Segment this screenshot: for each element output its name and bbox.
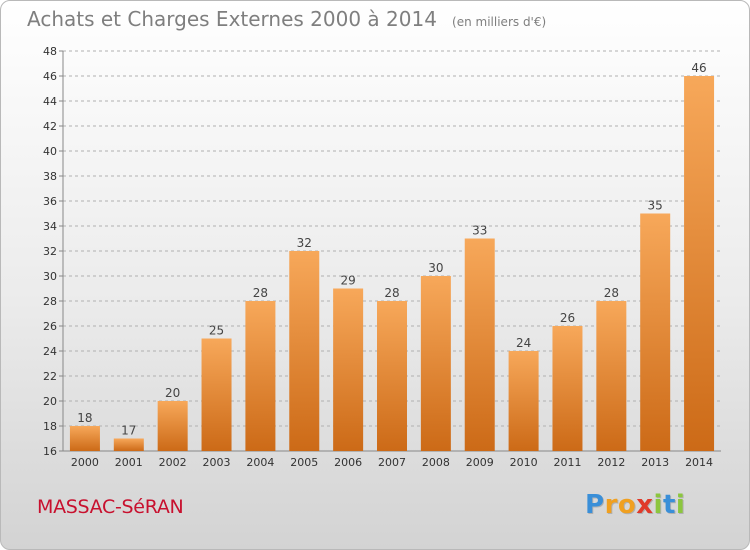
data-label: 30 xyxy=(428,261,443,275)
bar xyxy=(157,401,188,451)
x-tick-label: 2007 xyxy=(378,456,406,469)
bar xyxy=(201,338,232,451)
data-label: 33 xyxy=(472,224,487,238)
x-tick-label: 2001 xyxy=(115,456,143,469)
bar xyxy=(377,301,407,451)
bar xyxy=(289,251,320,451)
x-tick-label: 2012 xyxy=(597,456,625,469)
data-label: 20 xyxy=(165,386,180,400)
x-tick-label: 2005 xyxy=(290,456,318,469)
logo-letter: i xyxy=(675,490,686,520)
logo-letter: r xyxy=(604,490,618,520)
x-tick-label: 2000 xyxy=(71,456,99,469)
y-tick-label: 36 xyxy=(43,195,57,208)
x-tick-label: 2009 xyxy=(466,456,494,469)
data-label: 26 xyxy=(560,311,575,325)
bar xyxy=(640,213,671,451)
logo-letter: t xyxy=(662,490,676,520)
y-tick-label: 20 xyxy=(43,395,57,408)
bar xyxy=(684,76,715,451)
x-tick-label: 2014 xyxy=(685,456,713,469)
bar xyxy=(69,426,100,451)
bar xyxy=(113,438,144,451)
x-tick-label: 2013 xyxy=(641,456,669,469)
bar xyxy=(552,326,583,451)
y-tick-label: 22 xyxy=(43,370,57,383)
data-label: 28 xyxy=(253,286,268,300)
x-tick-label: 2011 xyxy=(553,456,581,469)
chart-title: Achats et Charges Externes 2000 à 2014 xyxy=(27,7,437,31)
logo-letter: P xyxy=(585,490,605,520)
x-tick-label: 2010 xyxy=(510,456,538,469)
y-tick-label: 16 xyxy=(43,445,57,458)
y-tick-label: 38 xyxy=(43,170,57,183)
data-label: 25 xyxy=(209,324,224,338)
y-tick-label: 44 xyxy=(43,95,57,108)
x-tick-label: 2006 xyxy=(334,456,362,469)
data-label: 29 xyxy=(340,274,355,288)
x-tick-label: 2008 xyxy=(422,456,450,469)
y-tick-label: 32 xyxy=(43,245,57,258)
data-label: 28 xyxy=(604,286,619,300)
y-tick-label: 42 xyxy=(43,120,57,133)
data-label: 28 xyxy=(384,286,399,300)
y-tick-label: 26 xyxy=(43,320,57,333)
bar xyxy=(245,301,276,451)
data-label: 18 xyxy=(77,411,92,425)
logo-letter: o xyxy=(617,490,637,520)
bar xyxy=(333,288,364,451)
x-tick-label: 2003 xyxy=(203,456,231,469)
x-tick-label: 2002 xyxy=(159,456,187,469)
logo-letter: i xyxy=(653,490,663,520)
y-tick-label: 48 xyxy=(43,45,57,58)
proxiti-logo: Proxiti xyxy=(585,490,685,520)
y-tick-label: 30 xyxy=(43,270,57,283)
chart-unit-label: (en milliers d'€) xyxy=(452,15,547,29)
bar xyxy=(464,238,495,451)
y-tick-label: 46 xyxy=(43,70,57,83)
data-label: 17 xyxy=(121,424,136,438)
y-tick-label: 18 xyxy=(43,420,57,433)
y-tick-label: 34 xyxy=(43,220,57,233)
bar xyxy=(508,351,539,451)
chart-title-block: Achats et Charges Externes 2000 à 2014 (… xyxy=(27,7,546,31)
y-tick-label: 28 xyxy=(43,295,57,308)
data-label: 32 xyxy=(297,236,312,250)
data-label: 24 xyxy=(516,336,531,350)
y-tick-label: 24 xyxy=(43,345,57,358)
place-name: MASSAC-SéRAN xyxy=(37,496,184,518)
data-label: 35 xyxy=(648,199,663,213)
bar xyxy=(596,301,627,451)
x-tick-label: 2004 xyxy=(246,456,274,469)
data-label: 46 xyxy=(691,61,706,75)
y-tick-label: 40 xyxy=(43,145,57,158)
logo-letter: x xyxy=(636,490,654,520)
bar xyxy=(420,276,451,451)
